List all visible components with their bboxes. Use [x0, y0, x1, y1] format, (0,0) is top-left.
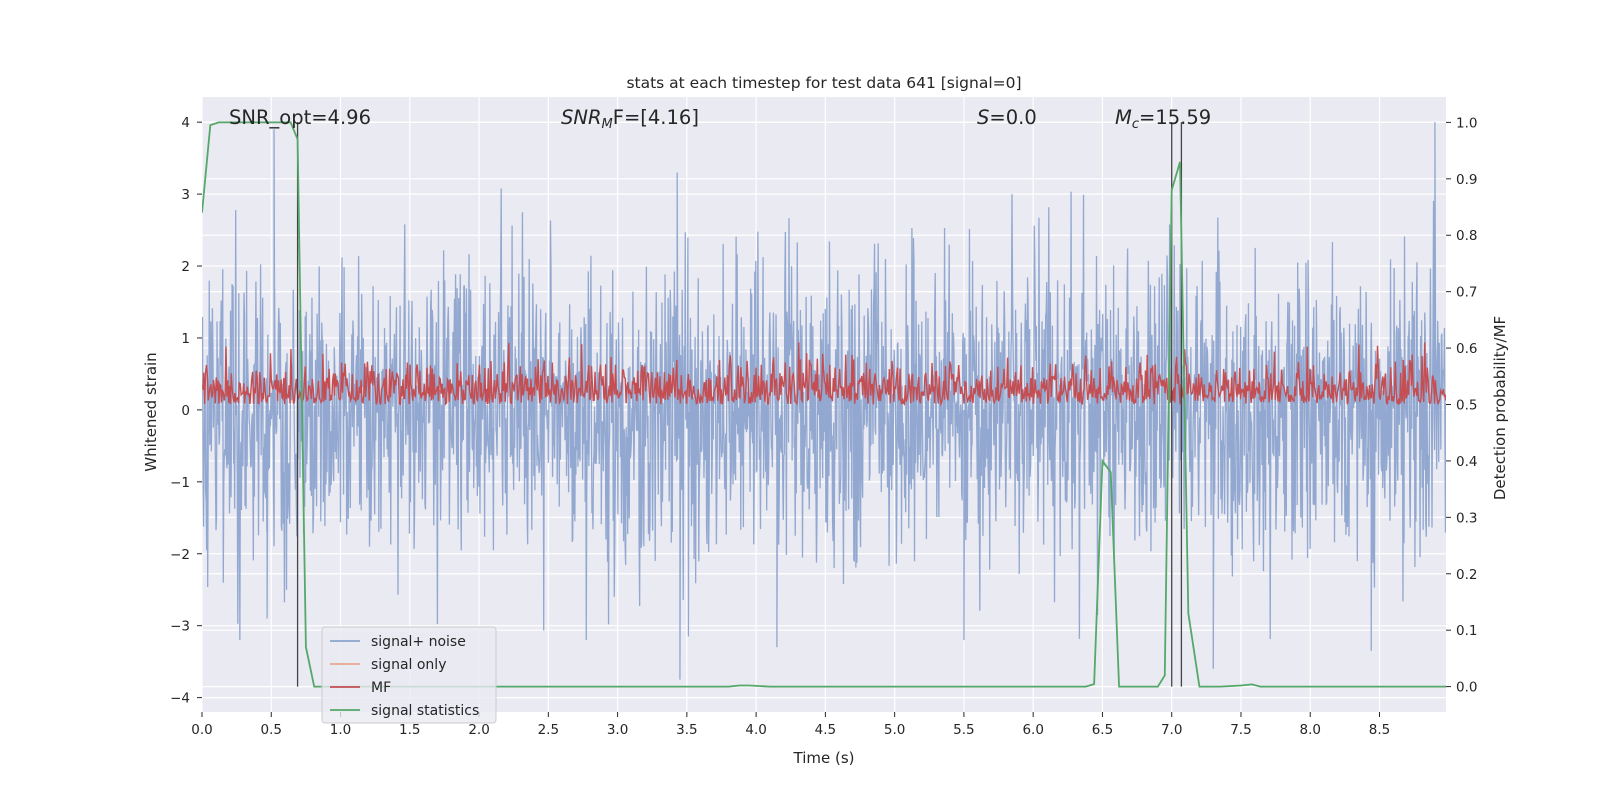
x-axis-label: Time (s) — [793, 749, 855, 767]
y-right-tick-label: 0.2 — [1456, 567, 1477, 583]
y-axis-right-label: Detection probability/MF — [1491, 316, 1509, 500]
x-tick-label: 7.5 — [1230, 722, 1251, 738]
x-tick-label: 3.5 — [676, 722, 697, 738]
y-right-tick-label: 0.9 — [1456, 172, 1477, 188]
y-tick-label: −3 — [170, 619, 190, 635]
y-axis-ticks: 4 3 2 1 0 −1 −2 −3 −4 — [170, 115, 202, 707]
signal-noise-line — [202, 122, 1446, 680]
x-tick-label: 4.5 — [815, 722, 836, 738]
y-right-tick-label: 0.7 — [1456, 285, 1477, 301]
legend-label-signal-only: signal only — [371, 657, 446, 673]
x-tick-label: 7.0 — [1161, 722, 1182, 738]
x-tick-label: 2.5 — [538, 722, 559, 738]
x-tick-label: 0.5 — [261, 722, 282, 738]
x-tick-label: 3.0 — [607, 722, 628, 738]
y-tick-label: 1 — [181, 331, 190, 347]
x-tick-label: 0.0 — [191, 722, 212, 738]
legend-label-signal-noise: signal+ noise — [371, 634, 466, 650]
y-right-tick-label: 1.0 — [1456, 115, 1477, 131]
x-tick-label: 4.0 — [745, 722, 766, 738]
y-right-tick-label: 0.1 — [1456, 623, 1477, 639]
annotation-snr-mf: SNRMF=[4.16] — [561, 106, 699, 132]
mf-line — [202, 342, 1446, 407]
y-right-tick-label: 0.5 — [1456, 398, 1477, 414]
y-right-tick-label: 0.3 — [1456, 510, 1477, 526]
y-tick-label: −1 — [170, 475, 190, 491]
signal-statistics-line — [202, 121, 1446, 688]
y-tick-label: 0 — [181, 403, 190, 419]
y-tick-label: 4 — [181, 115, 190, 131]
x-tick-label: 5.5 — [953, 722, 974, 738]
y-tick-label: 2 — [181, 259, 190, 275]
x-axis-ticks: 0.0 0.5 1.0 1.5 2.0 2.5 3.0 3.5 4.0 4.5 5.0 5.5 6.0 6… — [191, 712, 1390, 738]
x-tick-label: 6.0 — [1022, 722, 1043, 738]
y-axis-label: Whitened strain — [142, 352, 160, 471]
chart-title: stats at each timestep for test data 641… — [626, 74, 1021, 92]
y-right-tick-label: 0.6 — [1456, 341, 1477, 357]
y-tick-label: −4 — [170, 691, 190, 707]
x-tick-label: 1.0 — [330, 722, 351, 738]
y-axis-right-ticks: 1.0 0.9 0.8 0.7 0.6 0.5 0.4 0.3 0.2 0.1 0.0 — [1446, 115, 1477, 696]
annotation-mc: Mc=15.59 — [1115, 106, 1211, 132]
x-tick-label: 6.5 — [1092, 722, 1113, 738]
y-right-tick-label: 0.0 — [1456, 680, 1477, 696]
legend-box — [321, 626, 497, 724]
annotation-s: S=0.0 — [977, 106, 1037, 129]
legend-label-mf: MF — [371, 680, 391, 696]
annotation-snr-opt: SNR_opt=4.96 — [229, 106, 371, 129]
x-tick-label: 8.0 — [1299, 722, 1320, 738]
x-tick-label: 5.0 — [884, 722, 905, 738]
x-tick-label: 8.5 — [1369, 722, 1390, 738]
legend-label-signal-statistics: signal statistics — [371, 703, 479, 719]
legend: signal+ noise signal only MF signal stat… — [321, 626, 497, 724]
x-tick-label: 2.0 — [468, 722, 489, 738]
y-tick-label: −2 — [170, 547, 190, 563]
y-tick-label: 3 — [181, 187, 190, 203]
x-tick-label: 1.5 — [399, 722, 420, 738]
y-right-tick-label: 0.8 — [1456, 228, 1477, 244]
y-right-tick-label: 0.4 — [1456, 454, 1477, 470]
